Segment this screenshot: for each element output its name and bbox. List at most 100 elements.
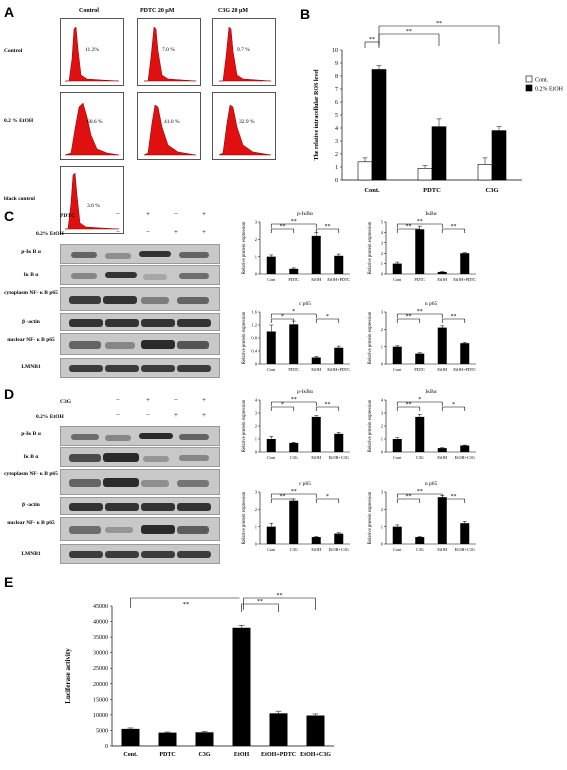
- significance-label: **: [291, 397, 297, 403]
- x-tick-label: Cont: [267, 547, 276, 552]
- treatment-sign: +: [146, 210, 150, 218]
- bar: [266, 439, 276, 452]
- col-header-pdtc: PDTC 20 μM: [140, 8, 175, 14]
- bar: [334, 533, 344, 544]
- y-tick-label: 3: [255, 490, 258, 495]
- x-tick-label: C3G: [199, 752, 211, 758]
- y-axis-label: Relative protein expression: [242, 311, 247, 364]
- x-tick-label: Cont: [267, 367, 276, 372]
- chart-d1: p-IκBα Relative protein expression 0 1 2 3 4 Co…: [242, 389, 350, 460]
- significance-label: **: [451, 314, 457, 320]
- blot-label: p-Iκ B α: [21, 249, 41, 255]
- y-tick-label: 2: [381, 327, 383, 332]
- y-tick-label: 0: [381, 272, 384, 277]
- significance-label: **: [291, 489, 297, 495]
- x-tick-label: Cont: [393, 277, 402, 282]
- y-axis-label: Luciferase activity: [64, 648, 72, 704]
- blot-strip: [60, 244, 220, 264]
- y-axis-label: Relative protein expression: [368, 491, 373, 544]
- y-tick-label: 0: [255, 272, 258, 277]
- x-tick-label: C3G: [290, 547, 298, 552]
- y-tick-label: 9: [335, 61, 338, 67]
- y-tick-label: 40000: [93, 620, 108, 626]
- x-tick-label: EtOH+PDTC: [261, 752, 296, 758]
- bar: [334, 433, 344, 452]
- x-tick-label: EtOH: [311, 547, 321, 552]
- y-tick-label: 25000: [93, 666, 108, 672]
- x-tick-label: C3G: [290, 455, 298, 460]
- bar: [289, 324, 299, 364]
- x-tick-label: EtOH: [437, 367, 447, 372]
- significance-label: *: [326, 314, 329, 320]
- bar: [460, 343, 470, 364]
- bar: [417, 168, 433, 181]
- significance-label: **: [436, 21, 442, 27]
- percent-label: 9.7 %: [237, 47, 250, 53]
- treatment-row-2-label: 0.2% EtOH: [36, 414, 64, 420]
- x-tick-label: PDTC: [414, 367, 425, 372]
- significance-label: *: [281, 314, 284, 320]
- x-tick-label: Cont: [267, 277, 276, 282]
- chart-title: p-IκBα: [297, 211, 313, 217]
- flow-histogram: 7.0 %: [137, 18, 201, 86]
- blot-strip: [60, 287, 220, 311]
- y-axis-label: Relative protein expression: [368, 399, 373, 452]
- y-axis-label: Relative protein expression: [242, 491, 247, 544]
- y-axis-label: The relative intracellular ROS level: [314, 69, 320, 160]
- x-tick-label: EtOH+C3G: [329, 455, 349, 460]
- y-tick-label: 1.6: [251, 310, 257, 315]
- significance-label: **: [417, 309, 423, 315]
- y-tick-label: 0: [255, 450, 258, 455]
- chart-title: n p65: [425, 481, 438, 487]
- x-tick-label: EtOH: [437, 455, 447, 460]
- y-tick-label: 2: [381, 507, 383, 512]
- x-tick-label: Cont: [393, 455, 402, 460]
- blot-strip: [60, 426, 220, 446]
- y-tick-label: 1: [381, 261, 383, 266]
- y-tick-label: 45000: [93, 604, 108, 610]
- significance-label: **: [257, 599, 263, 605]
- col-header-c3g: C3G 20 μM: [218, 8, 249, 14]
- x-tick-label: C3G: [486, 187, 499, 194]
- histogram-peak: [218, 104, 272, 156]
- y-tick-label: 0.8: [251, 336, 257, 341]
- col-header-control: Control: [79, 8, 99, 14]
- x-tick-label: EtOH+C3G: [329, 547, 349, 552]
- y-tick-label: 4: [381, 230, 384, 235]
- significance-label: **: [417, 489, 423, 495]
- blot-label: nuclear NF- κ B p65: [7, 520, 55, 526]
- bar: [158, 732, 177, 746]
- significance-label: **: [277, 593, 283, 599]
- significance-label: **: [280, 224, 286, 230]
- x-tick-label: EtOH: [437, 547, 447, 552]
- x-tick-label: EtOH+PDTC: [327, 367, 350, 372]
- significance-label: **: [369, 37, 375, 43]
- x-tick-label: EtOH: [234, 752, 250, 758]
- chart-c4: n p65 Relative protein expression 0 1 2 3 Cont…: [368, 301, 476, 372]
- bar: [477, 164, 493, 181]
- blot-strip: [60, 544, 220, 564]
- y-tick-label: 4: [381, 398, 384, 403]
- treatment-row-2-label: 0.2% EtOH: [36, 231, 64, 237]
- blot-label: cytoplasm NF- κ B p65: [4, 471, 58, 477]
- y-tick-label: 3: [381, 490, 384, 495]
- y-axis-label: Relative protein expression: [242, 399, 247, 452]
- histogram-peak: [64, 102, 120, 156]
- bar: [289, 268, 299, 274]
- x-tick-label: EtOH+C3G: [300, 752, 331, 758]
- blot-label: Iκ B α: [23, 272, 39, 278]
- y-tick-label: 3: [255, 411, 258, 416]
- blot-strip: [60, 358, 220, 378]
- y-tick-label: 2: [335, 152, 338, 158]
- flow-histogram: 41.0 %: [137, 92, 201, 160]
- flow-histogram: 11.2%: [60, 18, 124, 86]
- treatment-sign: +: [174, 228, 178, 236]
- treatment-sign: −: [174, 396, 178, 404]
- histogram-peak: [144, 26, 197, 82]
- bar: [437, 327, 447, 364]
- bar: [289, 500, 299, 544]
- bar: [392, 439, 402, 452]
- x-tick-label: C3G: [416, 547, 424, 552]
- y-tick-label: 0: [381, 450, 384, 455]
- treatment-sign: +: [202, 210, 206, 218]
